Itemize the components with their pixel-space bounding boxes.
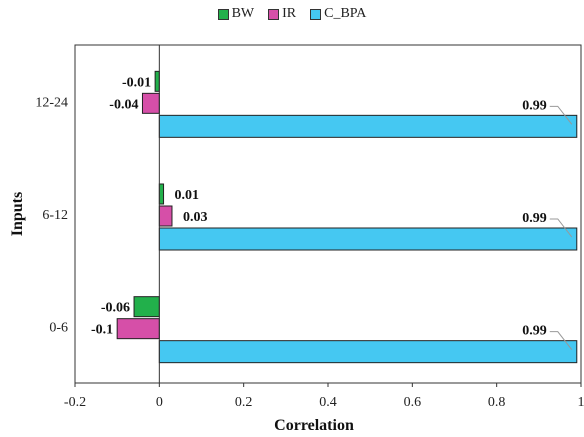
bar-ir: [158, 205, 173, 227]
x-tick-label: 0: [156, 395, 163, 410]
legend-label-bw: BW: [231, 6, 255, 21]
data-label-ir: -0.04: [109, 97, 138, 112]
y-tick-label: 0-6: [49, 321, 68, 336]
label-leader-line: [549, 105, 573, 125]
bar-c-bpa: [158, 114, 578, 138]
data-label-bw: 0.01: [175, 188, 200, 203]
x-tick-label: -0.2: [64, 395, 86, 410]
x-tick-label: 0.8: [488, 395, 506, 410]
data-label-c-bpa: 0.99: [522, 211, 547, 226]
data-labels-layer: -0.06 -0.1 0.99 0.01 0.03 0.99 -0.01 -0.04 0.99: [91, 75, 573, 350]
bar-bw: [154, 70, 160, 92]
data-label-ir: 0.03: [183, 210, 208, 225]
bars-layer: [116, 70, 578, 364]
bar-bw: [158, 183, 165, 205]
bar-bw: [133, 296, 160, 318]
legend-label-cbpa: C_BPA: [324, 6, 367, 21]
y-axis-ticks: 0-6 6-12 12-24: [35, 95, 68, 335]
legend-item-ir: IR: [268, 6, 296, 22]
data-label-bw: -0.01: [122, 75, 151, 90]
bar-ir: [141, 92, 160, 114]
y-tick-label: 6-12: [42, 208, 68, 223]
bar-c-bpa: [158, 340, 578, 364]
legend-label-ir: IR: [282, 6, 297, 21]
x-tick-label: 0.2: [235, 395, 253, 410]
bar-ir: [116, 318, 160, 340]
x-tick-label: 1: [578, 395, 584, 410]
legend: BW IR C_BPA: [0, 6, 584, 22]
x-tick-label: 0.4: [319, 395, 337, 410]
legend-swatch-cbpa: [310, 8, 322, 20]
legend-swatch-bw: [217, 8, 229, 20]
data-label-ir: -0.1: [91, 323, 113, 338]
legend-item-cbpa: C_BPA: [310, 6, 366, 22]
legend-item-bw: BW: [217, 6, 255, 22]
bar-c-bpa: [158, 227, 578, 251]
label-leader-line: [549, 331, 573, 350]
data-label-c-bpa: 0.99: [522, 98, 547, 113]
data-label-c-bpa: 0.99: [522, 324, 547, 339]
x-axis-title: Correlation: [274, 417, 354, 434]
y-tick-label: 12-24: [35, 95, 68, 110]
x-axis-ticks: -0.2 0 0.2 0.4 0.6 0.8 1: [64, 383, 584, 410]
y-axis-title: Inputs: [9, 192, 26, 236]
legend-swatch-ir: [268, 8, 280, 20]
x-tick-label: 0.6: [404, 395, 422, 410]
label-leader-line: [549, 218, 573, 238]
data-label-bw: -0.06: [101, 301, 130, 316]
